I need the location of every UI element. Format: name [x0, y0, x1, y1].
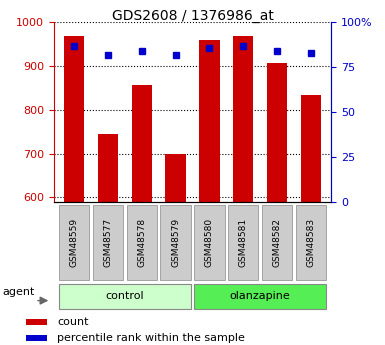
Text: GSM48579: GSM48579 [171, 218, 180, 267]
FancyBboxPatch shape [194, 205, 224, 279]
FancyBboxPatch shape [59, 205, 89, 279]
FancyBboxPatch shape [161, 205, 191, 279]
FancyBboxPatch shape [228, 205, 258, 279]
Text: agent: agent [3, 287, 35, 297]
FancyBboxPatch shape [59, 284, 191, 309]
Bar [301, 95, 321, 202]
Text: olanzapine: olanzapine [230, 292, 291, 301]
Bar [132, 85, 152, 202]
FancyBboxPatch shape [194, 284, 326, 309]
Bar [233, 37, 253, 202]
Bar [64, 36, 84, 202]
Text: GSM48578: GSM48578 [137, 218, 146, 267]
Text: control: control [105, 292, 144, 301]
Text: count: count [57, 317, 89, 327]
FancyBboxPatch shape [127, 205, 157, 279]
Text: GSM48559: GSM48559 [70, 218, 79, 267]
FancyBboxPatch shape [296, 205, 326, 279]
Text: GSM48582: GSM48582 [273, 218, 281, 267]
Text: GSM48577: GSM48577 [104, 218, 112, 267]
FancyBboxPatch shape [262, 205, 292, 279]
Bar [166, 154, 186, 202]
Bar [26, 335, 47, 341]
Text: GSM48580: GSM48580 [205, 218, 214, 267]
Text: GSM48581: GSM48581 [239, 218, 248, 267]
Text: percentile rank within the sample: percentile rank within the sample [57, 334, 245, 343]
FancyBboxPatch shape [93, 205, 123, 279]
Bar [199, 40, 219, 202]
Text: GSM48583: GSM48583 [306, 218, 315, 267]
Bar [26, 319, 47, 325]
Bar [98, 134, 118, 202]
Text: GDS2608 / 1376986_at: GDS2608 / 1376986_at [112, 9, 273, 23]
Bar [267, 63, 287, 202]
